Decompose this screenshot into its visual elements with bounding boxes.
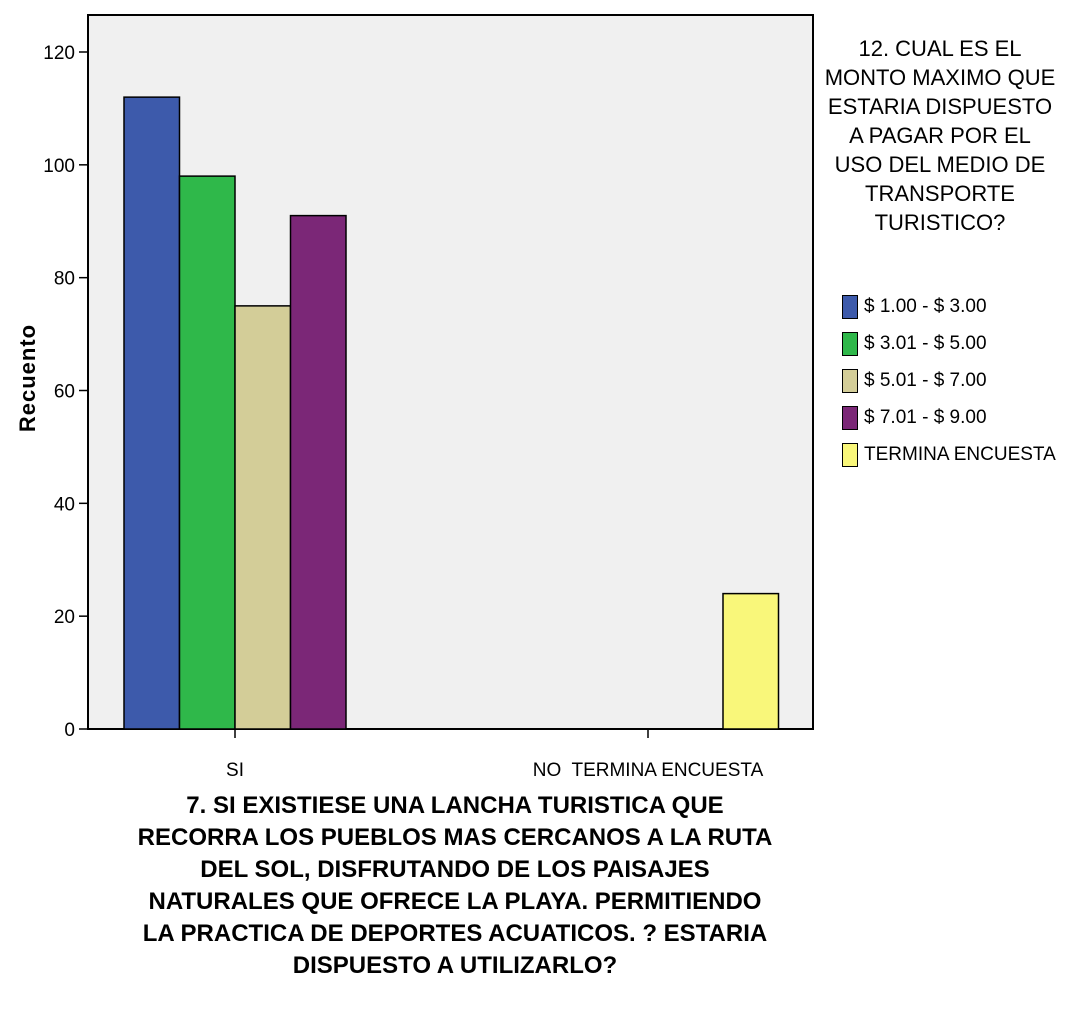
legend-label: $ 5.01 - $ 7.00: [864, 369, 987, 391]
x-axis-label-line: RECORRA LOS PUEBLOS MAS CERCANOS A LA RU…: [137, 824, 773, 851]
legend-title-line: MONTO MAXIMO QUE: [824, 65, 1056, 90]
legend-title-line: 12. CUAL ES EL: [858, 36, 1022, 61]
legend-title-line: TRANSPORTE: [865, 181, 1015, 206]
x-axis-label-line: NATURALES QUE OFRECE LA PLAYA. PERMITIEN…: [148, 888, 762, 915]
legend-title-line: A PAGAR POR EL: [849, 123, 1031, 148]
y-axis-label: Recuento: [15, 324, 40, 432]
y-tick-label: 80: [54, 269, 75, 290]
y-tick-label: 0: [64, 720, 75, 741]
bars: [123, 96, 780, 730]
y-axis: 0 20 40 60 80 100 120: [43, 43, 88, 741]
legend-swatch: [842, 405, 858, 430]
x-axis-label-line: LA PRACTICA DE DEPORTES ACUATICOS. ? EST…: [142, 920, 768, 947]
legend-label: TERMINA ENCUESTA: [864, 443, 1056, 465]
legend-item: $ 1.00 - $ 3.00: [842, 288, 1056, 325]
bar: [178, 175, 236, 730]
legend: $ 1.00 - $ 3.00 $ 3.01 - $ 5.00 $ 5.01 - $…: [842, 288, 1056, 473]
legend-title-line: TURISTICO?: [874, 210, 1006, 235]
y-tick-label: 100: [43, 156, 75, 177]
legend-item: $ 3.01 - $ 5.00: [842, 325, 1056, 362]
x-axis-label: 7. SI EXISTIESE UNA LANCHA TURISTICA QUE…: [95, 790, 815, 982]
x-axis-label-line: 7. SI EXISTIESE UNA LANCHA TURISTICA QUE: [186, 792, 724, 819]
legend-swatch: [842, 368, 858, 393]
y-tick-label: 120: [43, 43, 75, 64]
legend-swatch: [842, 331, 858, 356]
legend-swatch: [842, 294, 858, 319]
x-axis: SI NO TERMINA ENCUESTA: [226, 729, 764, 781]
legend-item: $ 7.01 - $ 9.00: [842, 399, 1056, 436]
bar: [289, 214, 347, 730]
legend-label: $ 1.00 - $ 3.00: [864, 295, 987, 317]
legend-title-line: ESTARIA DISPUESTO: [827, 94, 1053, 119]
legend-item: $ 5.01 - $ 7.00: [842, 362, 1056, 399]
legend-item: TERMINA ENCUESTA: [842, 436, 1056, 473]
legend-label: $ 7.01 - $ 9.00: [864, 406, 987, 428]
y-tick-label: 20: [54, 607, 75, 628]
legend-swatch: [842, 442, 858, 467]
x-tick-label: NO TERMINA ENCUESTA: [533, 760, 764, 781]
x-tick-label: SI: [226, 760, 244, 781]
y-tick-label: 40: [54, 494, 75, 515]
y-tick-label: 60: [54, 382, 75, 403]
bar: [722, 592, 780, 730]
legend-title: 12. CUAL ES EL MONTO MAXIMO QUE ESTARIA DI…: [812, 34, 1068, 237]
legend-label: $ 3.01 - $ 5.00: [864, 332, 987, 354]
bar: [123, 96, 181, 730]
x-axis-label-line: DEL SOL, DISFRUTANDO DE LOS PAISAJES: [200, 856, 710, 883]
legend-title-line: USO DEL MEDIO DE: [834, 152, 1046, 177]
x-axis-label-line: DISPUESTO A UTILIZARLO?: [292, 952, 618, 979]
bar: [234, 305, 292, 730]
